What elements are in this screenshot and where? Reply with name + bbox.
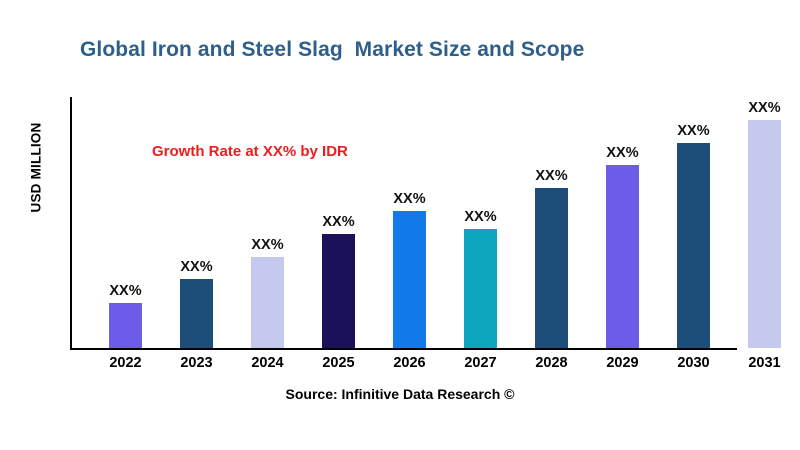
- x-tick-2031: 2031: [748, 355, 781, 371]
- x-tick-2025: 2025: [322, 355, 355, 371]
- bar-2023[interactable]: [180, 279, 213, 348]
- bar-value-label-2028: XX%: [535, 168, 568, 184]
- x-axis-line: [70, 348, 737, 350]
- bar-value-label-2031: XX%: [748, 100, 781, 116]
- bar-2031[interactable]: [748, 120, 781, 348]
- y-axis-label: USD MILLION: [28, 122, 44, 213]
- bar-2022[interactable]: [109, 303, 142, 348]
- bar-2024[interactable]: [251, 257, 284, 348]
- x-tick-2023: 2023: [180, 355, 213, 371]
- x-tick-2030: 2030: [677, 355, 710, 371]
- bar-2030[interactable]: [677, 143, 710, 348]
- bar-2029[interactable]: [606, 165, 639, 348]
- bar-2026[interactable]: [393, 211, 426, 348]
- x-tick-2027: 2027: [464, 355, 497, 371]
- growth-rate-annotation: Growth Rate at XX% by IDR: [152, 143, 348, 160]
- bar-value-label-2023: XX%: [180, 259, 213, 275]
- bar-value-label-2024: XX%: [251, 237, 284, 253]
- x-tick-2029: 2029: [606, 355, 639, 371]
- y-axis-line: [70, 97, 72, 350]
- x-tick-2028: 2028: [535, 355, 568, 371]
- bar-value-label-2027: XX%: [464, 209, 497, 225]
- bar-value-label-2022: XX%: [109, 283, 142, 299]
- bar-value-label-2025: XX%: [322, 214, 355, 230]
- source-note: Source: Infinitive Data Research ©: [285, 386, 515, 402]
- plot-area: XX% XX% XX% XX% XX% XX% XX% XX% XX% XX% 2022 2023 2…: [70, 97, 781, 371]
- x-tick-2024: 2024: [251, 355, 284, 371]
- chart-title: Global Iron and Steel Slag Market Size a…: [80, 38, 585, 61]
- bar-2028[interactable]: [535, 188, 568, 348]
- bar-2027[interactable]: [464, 229, 497, 348]
- bar-value-label-2030: XX%: [677, 123, 710, 139]
- x-tick-2022: 2022: [109, 355, 142, 371]
- bar-value-label-2026: XX%: [393, 191, 426, 207]
- bar-value-label-2029: XX%: [606, 145, 639, 161]
- x-tick-2026: 2026: [393, 355, 426, 371]
- bar-2025[interactable]: [322, 234, 355, 348]
